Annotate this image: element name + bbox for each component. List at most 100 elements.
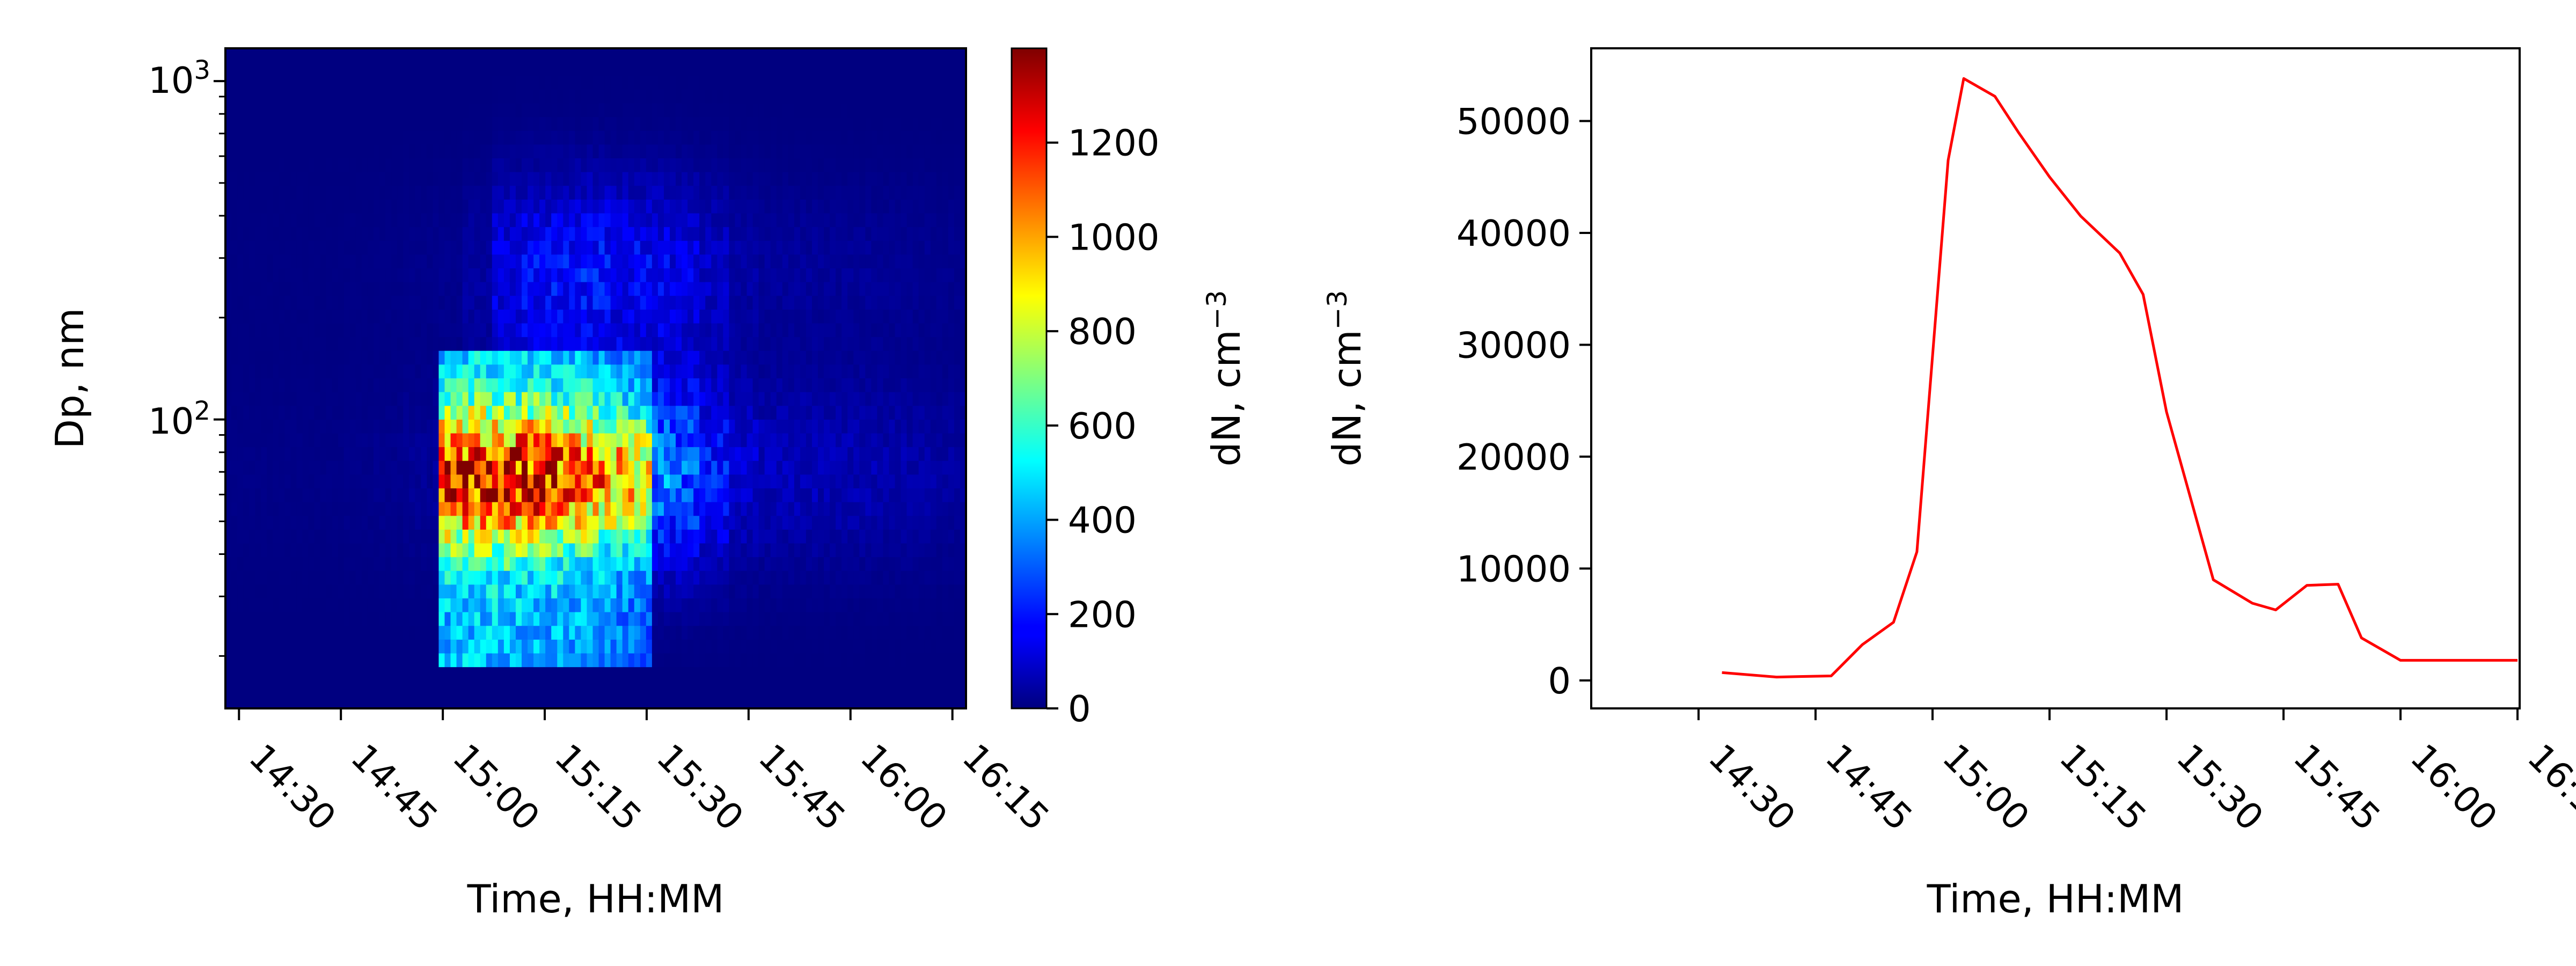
heatmap-cell (604, 557, 611, 572)
heatmap-cell (528, 447, 534, 462)
heatmap-cell (367, 392, 374, 406)
heatmap-cell (379, 694, 386, 709)
heatmap-cell (450, 612, 457, 626)
heatmap-cell (255, 502, 261, 516)
heatmap-cell (486, 144, 493, 159)
heatmap-cell (818, 254, 824, 269)
heatmap-cell (267, 612, 273, 626)
heatmap-cell (279, 103, 285, 118)
heatmap-cell (729, 158, 736, 173)
heatmap-cell (569, 350, 575, 365)
heatmap-cell (361, 529, 368, 544)
heatmap-cell (788, 378, 795, 393)
heatmap-cell (830, 557, 836, 572)
heatmap-cell (634, 199, 641, 214)
heatmap-cell (397, 254, 404, 269)
heatmap-cell (818, 557, 824, 572)
heatmap-cell (752, 502, 759, 516)
heatmap-cell (551, 227, 558, 241)
heatmap-cell (551, 350, 558, 365)
heatmap-cell (770, 89, 777, 104)
heatmap-cell (545, 612, 552, 626)
heatmap-cell (450, 296, 457, 310)
heatmap-cell (794, 406, 801, 420)
heatmap-cell (693, 378, 700, 393)
heatmap-cell (622, 103, 629, 118)
heatmap-cell (640, 158, 647, 173)
heatmap-cell (522, 364, 528, 379)
heatmap-cell (670, 323, 676, 338)
heatmap-cell (818, 89, 824, 104)
heatmap-cell (332, 502, 339, 516)
heatmap-cell (427, 76, 433, 90)
heatmap-cell (391, 529, 398, 544)
heatmap-cell (634, 309, 641, 324)
heatmap-cell (533, 502, 540, 516)
heatmap-cell (509, 419, 516, 434)
heatmap-cell (332, 570, 339, 585)
heatmap-cell (409, 323, 415, 338)
heatmap-cell (486, 447, 493, 462)
heatmap-cell (824, 103, 830, 118)
heatmap-cell (332, 309, 339, 324)
heatmap-cell (557, 186, 564, 200)
heatmap-cell (598, 254, 605, 269)
heatmap-cell (581, 433, 588, 448)
heatmap-cell (563, 502, 569, 516)
heatmap-cell (302, 158, 309, 173)
heatmap-cell (444, 378, 451, 393)
heatmap-cell (349, 570, 356, 585)
heatmap-cell (243, 680, 250, 695)
heatmap-cell (752, 667, 759, 682)
heatmap-cell (818, 103, 824, 118)
heatmap-cell (545, 199, 552, 214)
heatmap-cell (296, 350, 303, 365)
heatmap-cell (343, 337, 350, 352)
heatmap-cell (539, 76, 546, 90)
heatmap-cell (693, 103, 700, 118)
heatmap-cell (818, 694, 824, 709)
heatmap-cell (610, 419, 617, 434)
heatmap-cell (646, 680, 653, 695)
heatmap-cell (539, 268, 546, 283)
heatmap-cell (349, 543, 356, 558)
heatmap-cell (462, 612, 469, 626)
heatmap-cell (284, 639, 291, 654)
heatmap-cell (628, 240, 635, 255)
heatmap-cell (836, 282, 842, 296)
heatmap-cell (379, 680, 386, 695)
heatmap-cell (652, 337, 658, 352)
heatmap-cell (800, 186, 807, 200)
heatmap-cell (788, 433, 795, 448)
heatmap-cell (782, 296, 789, 310)
heatmap-cell (468, 447, 475, 462)
heatmap-cell (397, 639, 404, 654)
heatmap-cell (349, 488, 356, 503)
heatmap-cell (528, 89, 534, 104)
heatmap-cell (367, 130, 374, 145)
heatmap-cell (592, 543, 599, 558)
heatmap-cell (687, 502, 694, 516)
heatmap-cell (711, 502, 718, 516)
heatmap-cell (374, 543, 380, 558)
heatmap-cell (438, 62, 445, 76)
heatmap-cell (652, 48, 658, 63)
heatmap-cell (634, 76, 641, 90)
heatmap-cell (349, 227, 356, 241)
heatmap-cell (397, 612, 404, 626)
heatmap-cell (598, 62, 605, 76)
heatmap-cell (468, 406, 475, 420)
heatmap-cell (687, 433, 694, 448)
heatmap-cell (391, 584, 398, 599)
heatmap-cell (279, 516, 285, 530)
heatmap-cell (592, 323, 599, 338)
heatmap-cell (670, 48, 676, 63)
heatmap-cell (598, 186, 605, 200)
heatmap-cell (598, 76, 605, 90)
heatmap-cell (509, 254, 516, 269)
heatmap-cell (682, 89, 688, 104)
heatmap-cell (830, 323, 836, 338)
heatmap-cell (367, 639, 374, 654)
heatmap-cell (741, 89, 748, 104)
heatmap-cell (711, 144, 718, 159)
